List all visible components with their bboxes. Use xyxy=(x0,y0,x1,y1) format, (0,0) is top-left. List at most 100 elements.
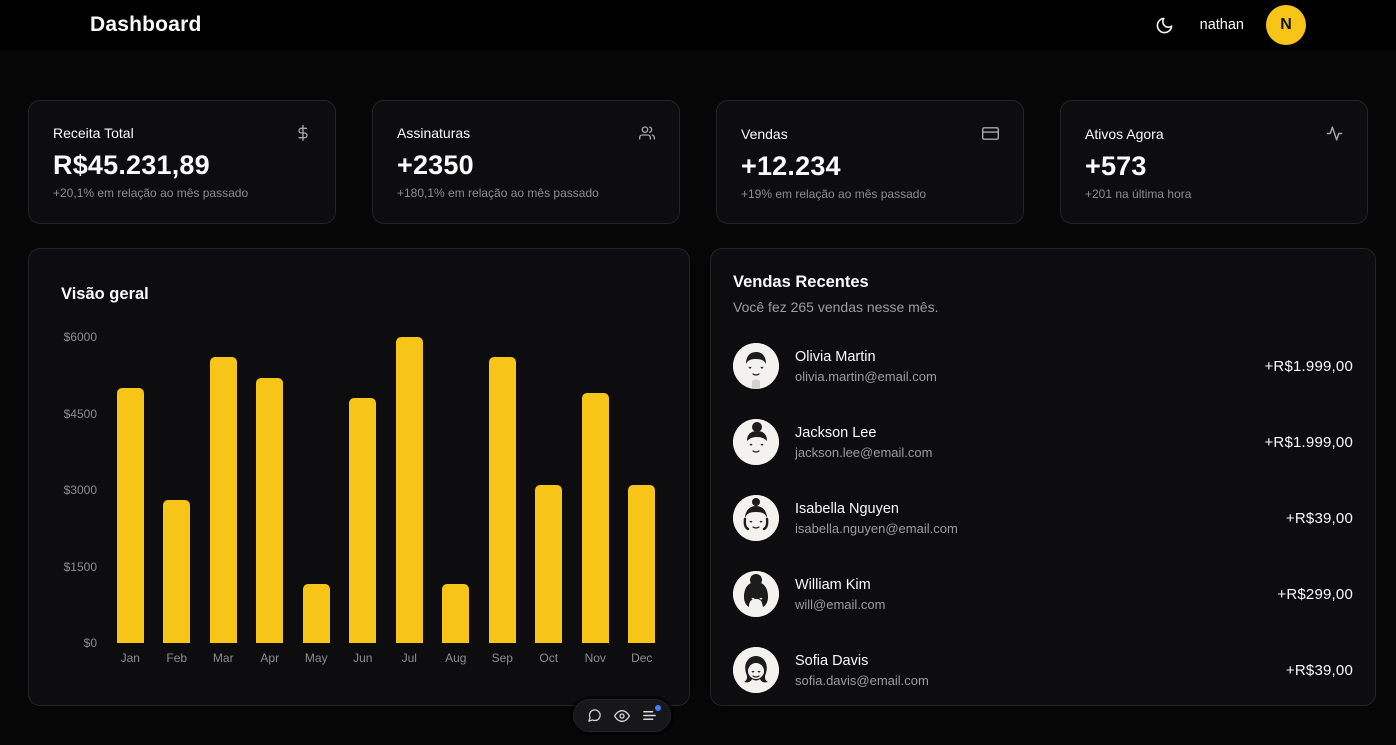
stat-card-assinaturas: Assinaturas +2350 +180,1% em relação ao … xyxy=(372,100,680,224)
x-axis-label: Feb xyxy=(166,651,188,665)
avatar xyxy=(733,495,779,541)
eye-button[interactable] xyxy=(614,708,630,724)
credit-card-icon xyxy=(982,125,999,142)
sale-name: Olivia Martin xyxy=(795,348,876,365)
page-title: Dashboard xyxy=(90,13,202,36)
stat-value: +12.234 xyxy=(741,151,841,181)
chart-bar-nov xyxy=(581,393,609,643)
chart-column-dec: Dec xyxy=(619,337,666,665)
sale-name: William Kim xyxy=(795,576,871,593)
stat-value: R$45.231,89 xyxy=(53,150,210,180)
sale-email: jackson.lee@email.com xyxy=(795,444,933,460)
chart-bar-sep xyxy=(488,357,516,643)
stat-note: +19% em relação ao mês passado xyxy=(741,187,927,201)
avatar xyxy=(733,647,779,693)
sales-list: Olivia Martin olivia.martin@email.com +R… xyxy=(733,343,1353,693)
avatar xyxy=(733,571,779,617)
x-axis-label: Apr xyxy=(260,651,280,665)
sale-row: Jackson Lee jackson.lee@email.com +R$1.9… xyxy=(733,419,1353,465)
sale-row: William Kim will@email.com +R$299,00 xyxy=(733,571,1353,617)
y-axis-tick: $0 xyxy=(83,636,97,650)
stat-card-receita-total: Receita Total R$45.231,89 +20,1% em rela… xyxy=(28,100,336,224)
stat-note: +180,1% em relação ao mês passado xyxy=(397,186,599,200)
chart-bar-aug xyxy=(442,584,470,643)
chart-column-apr: Apr xyxy=(247,337,294,665)
overview-chart-card: Visão geral $6000 $4500 $3000 $1500 $0 Jan Fe… xyxy=(28,248,690,706)
sale-row: Olivia Martin olivia.martin@email.com +R… xyxy=(733,343,1353,389)
x-axis-label: Sep xyxy=(491,651,513,665)
stats-grid: Receita Total R$45.231,89 +20,1% em rela… xyxy=(28,100,1368,224)
users-icon xyxy=(639,125,655,141)
recent-sales-title: Vendas Recentes xyxy=(733,273,869,291)
sale-email: sofia.davis@email.com xyxy=(795,672,929,688)
y-axis-tick: $6000 xyxy=(63,330,97,344)
stat-value: +573 xyxy=(1085,151,1147,181)
chart-bar-jun xyxy=(349,398,377,643)
bar-chart: $6000 $4500 $3000 $1500 $0 Jan Feb Mar Apr May Ju… xyxy=(61,330,666,665)
theme-toggle-button[interactable] xyxy=(1151,12,1178,39)
stat-title: Vendas xyxy=(741,125,788,142)
stat-value: +2350 xyxy=(397,150,474,180)
stat-note: +201 na última hora xyxy=(1085,187,1192,201)
stat-title: Receita Total xyxy=(53,125,134,141)
sale-email: will@email.com xyxy=(795,596,886,612)
activity-icon xyxy=(1326,125,1343,142)
stat-card-vendas: Vendas +12.234 +19% em relação ao mês pa… xyxy=(716,100,1024,224)
stat-title: Assinaturas xyxy=(397,125,471,141)
sale-amount: +R$39,00 xyxy=(1285,509,1353,527)
chart-bar-jul xyxy=(395,337,423,643)
chart-bar-apr xyxy=(256,377,284,643)
x-axis-label: Mar xyxy=(212,651,234,665)
bottom-grid: Visão geral $6000 $4500 $3000 $1500 $0 Jan Fe… xyxy=(28,248,1376,706)
comment-icon xyxy=(587,708,602,723)
chart-plot: Jan Feb Mar Apr May Jun Jul Aug Sep Oct Nov Dec xyxy=(107,337,666,665)
chart-column-may: May xyxy=(293,337,340,665)
avatar xyxy=(733,343,779,389)
moon-icon xyxy=(1155,16,1174,35)
sale-amount: +R$1.999,00 xyxy=(1264,357,1353,375)
chart-column-mar: Mar xyxy=(200,337,247,665)
y-axis-tick: $3000 xyxy=(63,483,97,497)
x-axis-label: Aug xyxy=(445,651,467,665)
chart-column-sep: Sep xyxy=(479,337,526,665)
dollar-icon xyxy=(295,125,311,141)
sale-row: Sofia Davis sofia.davis@email.com +R$39,… xyxy=(733,647,1353,693)
chart-column-jun: Jun xyxy=(340,337,387,665)
chart-column-feb: Feb xyxy=(154,337,201,665)
chart-bar-dec xyxy=(628,484,656,643)
sale-email: olivia.martin@email.com xyxy=(795,368,937,384)
x-axis-label: Oct xyxy=(539,651,559,665)
sale-name: Jackson Lee xyxy=(795,424,877,441)
chart-column-jul: Jul xyxy=(386,337,433,665)
y-axis-tick: $4500 xyxy=(63,406,97,421)
header: Dashboard nathan N xyxy=(0,0,1396,50)
chart-bar-oct xyxy=(535,484,563,643)
chart-bar-may xyxy=(302,584,330,643)
chart-y-axis: $6000 $4500 $3000 $1500 $0 xyxy=(61,330,107,650)
chart-column-jan: Jan xyxy=(107,337,154,665)
user-avatar[interactable]: N xyxy=(1266,5,1306,45)
recent-sales-card: Vendas Recentes Você fez 265 vendas ness… xyxy=(710,248,1376,706)
sliders-button[interactable] xyxy=(642,705,661,723)
sale-name: Sofia Davis xyxy=(795,652,869,669)
x-axis-label: Nov xyxy=(584,651,606,665)
comment-button[interactable] xyxy=(587,708,602,723)
sliders-icon xyxy=(642,708,657,723)
stat-card-ativos-agora: Ativos Agora +573 +201 na última hora xyxy=(1060,100,1368,224)
sale-amount: +R$1.999,00 xyxy=(1264,433,1353,451)
x-axis-label: Jul xyxy=(401,651,417,665)
chart-column-aug: Aug xyxy=(433,337,480,665)
header-actions: nathan N xyxy=(1151,5,1306,45)
overlay-toolbar xyxy=(573,699,671,732)
chart-bar-mar xyxy=(209,357,237,643)
avatar xyxy=(733,419,779,465)
sale-name: Isabella Nguyen xyxy=(795,500,899,517)
stat-note: +20,1% em relação ao mês passado xyxy=(53,186,249,200)
main-content: Receita Total R$45.231,89 +20,1% em rela… xyxy=(0,50,1396,706)
stat-title: Ativos Agora xyxy=(1085,125,1164,142)
sale-email: isabella.nguyen@email.com xyxy=(795,520,958,536)
sale-row: Isabella Nguyen isabella.nguyen@email.co… xyxy=(733,495,1353,541)
chart-column-nov: Nov xyxy=(572,337,619,665)
user-name: nathan xyxy=(1199,17,1244,33)
x-axis-label: May xyxy=(304,651,328,665)
